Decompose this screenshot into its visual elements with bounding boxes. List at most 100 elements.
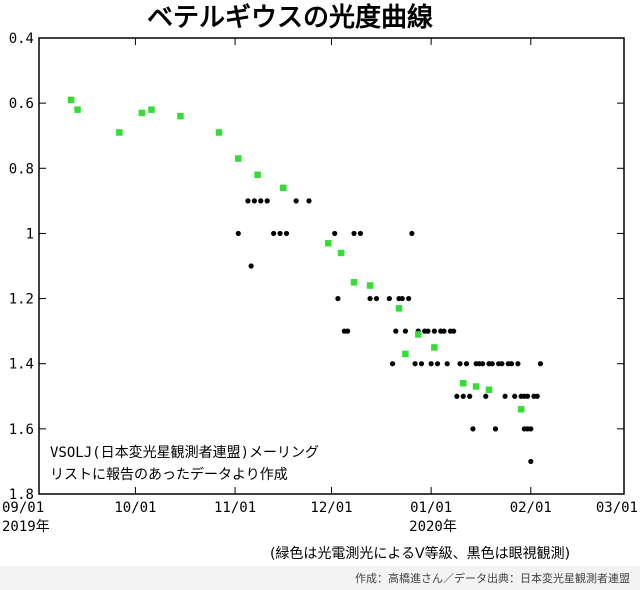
visual-point xyxy=(389,361,396,367)
x-axis: 09/01 10/01 11/01 12/01 01/01 02/01 03/01 2019年… xyxy=(2,38,638,535)
visual-point xyxy=(528,458,534,465)
visual-point xyxy=(521,393,527,399)
x-tick-label: 10/01 xyxy=(114,500,156,516)
visual-point xyxy=(293,198,299,204)
visual-point xyxy=(508,361,515,367)
visual-point xyxy=(386,295,392,302)
visual-point xyxy=(306,198,312,204)
photometric-point xyxy=(415,331,422,338)
y-tick-label: 0.6 xyxy=(9,96,34,112)
visual-point xyxy=(402,328,409,334)
visual-point xyxy=(537,361,544,367)
visual-point xyxy=(444,361,450,367)
photometric-point xyxy=(215,129,223,136)
y-tick-label: 1 xyxy=(26,226,34,242)
visual-point xyxy=(399,295,405,302)
visual-point xyxy=(373,295,380,302)
x-tick-label: 09/01 xyxy=(2,500,44,516)
visual-point xyxy=(251,198,257,204)
visual-point xyxy=(245,198,251,204)
y-tick-label: 0.4 xyxy=(9,31,34,47)
photometric-point xyxy=(116,129,123,136)
visual-point xyxy=(344,328,351,334)
photometric-point xyxy=(472,383,480,390)
photometric-point xyxy=(395,305,403,312)
x-tick-label: 03/01 xyxy=(596,500,638,516)
series-visual xyxy=(235,198,544,465)
y-axis: 0.4 0.6 0.8 1 1.2 1.4 1.6 1.8 xyxy=(9,31,624,503)
y-tick-label: 1.2 xyxy=(9,292,34,308)
photometric-point xyxy=(402,350,409,358)
photometric-point xyxy=(460,380,467,387)
photometric-point xyxy=(177,112,184,120)
photometric-point xyxy=(280,184,287,192)
visual-point xyxy=(512,393,518,399)
visual-point xyxy=(393,328,399,334)
photometric-point xyxy=(74,106,81,113)
x-tick-label: 12/01 xyxy=(310,500,352,516)
y-tick-label: 1.6 xyxy=(9,422,34,438)
photometric-point xyxy=(148,106,155,113)
visual-point xyxy=(457,361,463,367)
visual-point xyxy=(502,393,508,399)
visual-point xyxy=(425,328,431,334)
visual-point xyxy=(264,198,270,204)
visual-point xyxy=(428,361,434,367)
visual-point xyxy=(271,230,277,237)
year-label: 2020年 xyxy=(409,519,457,535)
visual-point xyxy=(357,230,364,237)
photometric-point xyxy=(67,96,75,104)
x-tick-label: 02/01 xyxy=(510,500,552,516)
visual-point xyxy=(515,361,521,367)
visual-point xyxy=(451,328,457,334)
visual-point xyxy=(483,393,489,399)
visual-point xyxy=(492,426,499,432)
annotation-line-1: VSOLJ(日本変光星観測者連盟)メーリング xyxy=(50,444,319,461)
visual-point xyxy=(467,393,473,399)
photometric-point xyxy=(325,239,332,247)
visual-point xyxy=(367,295,373,302)
annotation-line-2: リストに報告のあったデータより作成 xyxy=(50,466,288,483)
visual-point xyxy=(463,361,470,367)
visual-point xyxy=(524,426,531,432)
y-tick-label: 1.8 xyxy=(9,487,34,503)
visual-point xyxy=(406,295,412,302)
year-label: 2019年 xyxy=(2,519,50,535)
x-tick-label: 01/01 xyxy=(410,500,452,516)
visual-point xyxy=(332,230,338,237)
photometric-point xyxy=(350,279,358,286)
series-photometric xyxy=(67,96,525,413)
photometric-point xyxy=(138,109,146,117)
x-tick-label: 11/01 xyxy=(214,500,256,516)
photometric-point xyxy=(431,344,438,351)
visual-point xyxy=(277,230,283,237)
visual-point xyxy=(235,230,241,237)
visual-point xyxy=(412,361,418,367)
photometric-point xyxy=(254,171,261,179)
visual-point xyxy=(248,263,254,269)
photometric-point xyxy=(517,406,525,413)
visual-point xyxy=(283,230,290,237)
chart-title: ベテルギウスの光度曲線 xyxy=(147,2,433,33)
visual-point xyxy=(258,198,264,204)
legend-note: (緑色は光電測光によるV等級、黒色は眼視観測) xyxy=(270,545,570,562)
visual-point xyxy=(479,361,486,367)
visual-point xyxy=(418,361,425,367)
y-tick-label: 0.8 xyxy=(9,161,34,177)
visual-point xyxy=(434,361,441,367)
y-tick-label: 1.4 xyxy=(9,357,34,373)
visual-point xyxy=(460,393,466,399)
visual-point xyxy=(470,426,476,432)
credit-band xyxy=(0,566,640,590)
photometric-point xyxy=(235,155,242,162)
visual-point xyxy=(335,295,341,302)
photometric-point xyxy=(366,282,374,289)
visual-point xyxy=(351,230,357,237)
credit-text: 作成：高橋進さん／データ出典：日本変光星観測者連盟 xyxy=(355,571,630,585)
visual-point xyxy=(534,393,540,399)
plot-frame xyxy=(38,37,625,495)
visual-point xyxy=(441,328,447,334)
visual-point xyxy=(409,230,415,237)
visual-point xyxy=(431,328,437,334)
